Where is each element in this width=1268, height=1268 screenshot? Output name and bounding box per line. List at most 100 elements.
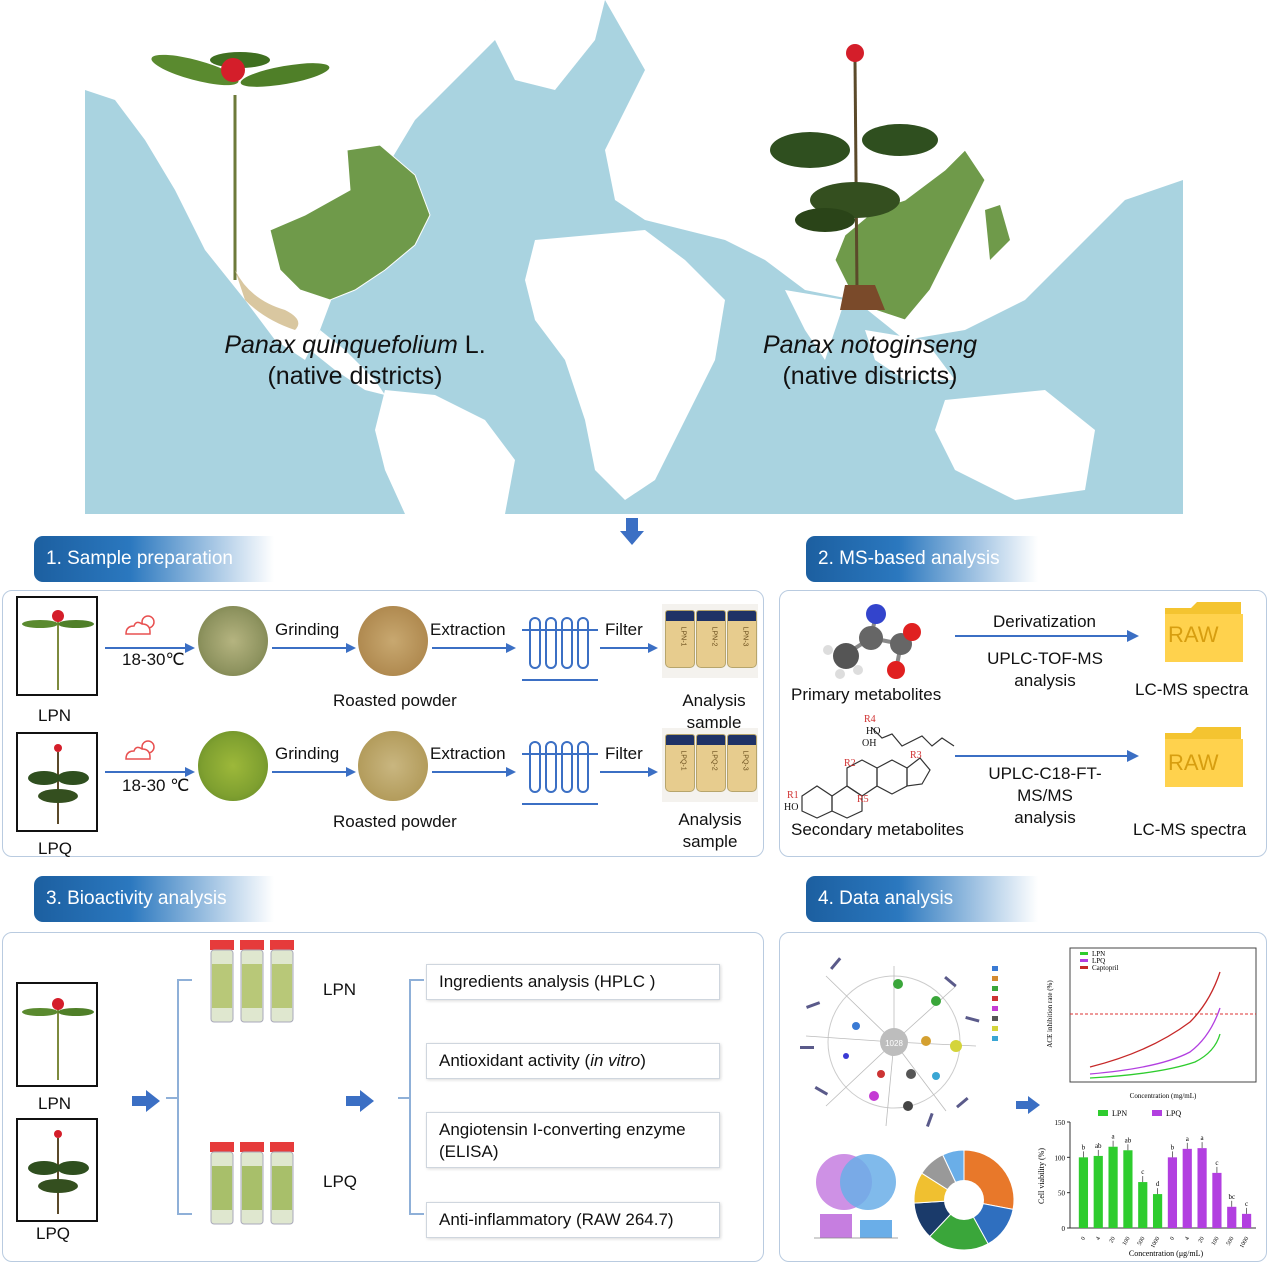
right-arrow-icon xyxy=(346,1090,374,1112)
bar-lpn-500 xyxy=(1138,1182,1148,1228)
arrow-icon xyxy=(105,767,195,777)
bar-significance-letter: c xyxy=(1215,1159,1218,1167)
lc-ms-spectra-label: LC-MS spectra xyxy=(1135,680,1249,699)
lpn-powder-label: Roasted powder xyxy=(333,691,457,710)
lpq-grinding-label: Grinding xyxy=(275,744,340,763)
bar-lpq-100 xyxy=(1212,1172,1222,1228)
lpn-label: LPN xyxy=(38,706,72,725)
section2-banner: 2. MS-based analysis xyxy=(806,536,1038,582)
right-arrow-icon xyxy=(132,1090,160,1112)
legend-lpq: LPQ xyxy=(1092,957,1105,965)
lpn-vials-photo: LPN-1 LPN-2 LPN-3 xyxy=(662,604,758,678)
bar-lpn-0 xyxy=(1078,1157,1089,1228)
secondary-metabolites-label: Secondary metabolites xyxy=(791,820,964,839)
metabolite-classification-tree: 1028 xyxy=(800,957,998,1128)
assay-hplc-box: Ingredients analysis (HPLC ) xyxy=(426,964,720,1000)
section3-banner: 3. Bioactivity analysis xyxy=(34,876,274,922)
bracket-icon xyxy=(398,979,424,1215)
bar-category-label: 100 xyxy=(1122,1236,1132,1247)
arrow-icon xyxy=(272,643,356,653)
bar-lpq-0 xyxy=(1167,1157,1178,1228)
assay-antioxidant-italic: in vitro xyxy=(590,1051,641,1070)
lpn-plant-icon xyxy=(22,610,94,690)
bar-chart-xlabel: Concentration (μg/mL) xyxy=(1129,1249,1204,1258)
triterpenoid-structure-icon: R4 HO OH R1 HO R2 R5 R3 xyxy=(784,714,955,819)
lpn-photo-frame xyxy=(16,982,98,1087)
right-arrow-icon xyxy=(1016,1096,1040,1114)
bar-significance-letter: b xyxy=(1171,1143,1175,1151)
primary-method-line1: UPLC-TOF-MS xyxy=(987,649,1103,668)
secondary-method-line2: MS/MS xyxy=(1017,786,1073,805)
world-map-land xyxy=(85,0,1183,514)
south-america-shape xyxy=(375,390,515,514)
left-map-label: Panax quinquefolium L. (native districts… xyxy=(145,330,565,392)
lpq-analysis-sample-label: Analysis sample xyxy=(678,810,742,851)
world-map: Panax quinquefolium L. (native districts… xyxy=(85,0,1183,514)
lpq-extraction-label: Extraction xyxy=(430,744,506,763)
lc-ms-spectra-label: LC-MS spectra xyxy=(1133,820,1247,839)
vial: LPQ-3 xyxy=(727,734,757,792)
arrow-icon xyxy=(432,643,516,653)
assay-ace-line2: (ELISA) xyxy=(439,1142,499,1161)
native-district-north-america xyxy=(269,144,431,301)
bar-category-label: 4 xyxy=(1184,1236,1191,1242)
left-species-name: Panax quinquefolium xyxy=(224,331,458,359)
legend-lpn: LPN xyxy=(1092,950,1105,958)
lpq-label: LPQ xyxy=(38,839,73,858)
assay-ace-line1: Angiotensin I-converting enzyme xyxy=(439,1120,686,1139)
lpq-photo-frame xyxy=(16,732,98,832)
bar-significance-letter: b xyxy=(1082,1143,1086,1151)
amino-acid-molecule-icon xyxy=(823,604,921,679)
uplc-tof-ms-label: UPLC-TOF-MS analysis xyxy=(970,648,1120,692)
lpn-temperature: 18-30℃ xyxy=(122,650,185,669)
lpn-tubes-label: LPN xyxy=(323,980,357,999)
bar-lpn-20 xyxy=(1108,1146,1118,1228)
svg-text:OH: OH xyxy=(862,738,876,749)
bar-chart-ylabel: Cell viability (%) xyxy=(1037,1148,1046,1204)
bar-lpn-4 xyxy=(1093,1155,1103,1228)
assay-antioxidant-box: Antioxidant activity (in vitro) xyxy=(426,1043,720,1079)
raw-folder-icon xyxy=(1165,727,1243,787)
north-america-shape xyxy=(85,0,505,360)
bar-lpq-500 xyxy=(1227,1206,1237,1228)
line-chart-xlabel: Concentration (mg/mL) xyxy=(1130,1092,1197,1100)
arrow-icon xyxy=(955,750,1139,762)
uplc-c18-ft-ms-label: UPLC-C18-FT- MS/MS analysis xyxy=(975,763,1115,829)
lpn-roasted-powder-image xyxy=(358,606,428,676)
lpq-roasted-powder-image xyxy=(358,731,428,801)
right-map-label: Panax notoginseng (native districts) xyxy=(715,330,1025,392)
india-shape xyxy=(785,290,845,360)
assay-antioxidant-close: ) xyxy=(640,1051,646,1070)
lpn-tubes-image xyxy=(208,940,298,1026)
raw-folder-label: RAW xyxy=(1168,622,1219,647)
bar-significance-letter: ab xyxy=(1125,1136,1132,1144)
tree-legend xyxy=(992,966,998,1041)
lpq-filter-label: Filter xyxy=(605,744,643,763)
tree-center-count: 1028 xyxy=(885,1039,903,1048)
lpq-plant-icon xyxy=(28,744,89,824)
arrow-icon xyxy=(272,767,356,777)
lpq-label: LPQ xyxy=(36,1224,71,1243)
bar-category-label: 1000 xyxy=(1150,1236,1161,1249)
donut-chart xyxy=(913,1149,1015,1251)
lpq-photo-frame xyxy=(16,1118,98,1222)
assay-antioxidant-text: Antioxidant activity ( xyxy=(439,1051,591,1070)
bar-category-label: 1000 xyxy=(1239,1236,1250,1249)
section1-banner: 1. Sample preparation xyxy=(34,536,274,582)
lpn-label: LPN xyxy=(38,1094,72,1113)
native-district-japan xyxy=(985,205,1010,260)
lpn-photo-frame xyxy=(16,596,98,696)
raw-folder-icon xyxy=(1165,602,1243,662)
bar-category-label: 20 xyxy=(1109,1236,1117,1244)
greenland-shape xyxy=(485,0,605,90)
lpq-test-tube-rack-icon xyxy=(522,741,598,805)
down-arrow-icon xyxy=(620,518,644,545)
cell-viability-bar-chart: 0 50 100 150 b 0 ab 4 a 20 ab 100 c 500 d 1000 b 0 a 4 a 20 c… xyxy=(1037,1109,1256,1258)
lpn-filter-label: Filter xyxy=(605,620,643,639)
bar-significance-letter: c xyxy=(1245,1200,1248,1208)
svg-text:R3: R3 xyxy=(910,750,922,761)
legend-captopril: Captopril xyxy=(1092,964,1118,972)
vial: LPN-2 xyxy=(696,610,726,668)
legend-lpn: LPN xyxy=(1112,1109,1127,1118)
lpn-grinding-label: Grinding xyxy=(275,620,340,639)
